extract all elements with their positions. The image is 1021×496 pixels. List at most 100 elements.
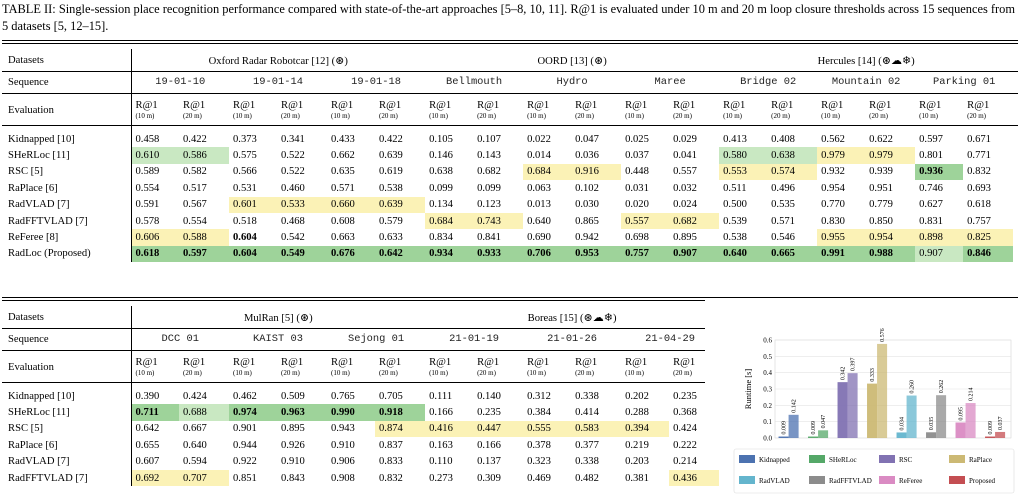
legend-label: RaPlace [969,456,992,464]
bar-value-label: 0.009 [782,421,788,435]
bar [837,382,848,438]
y-tick-label: 0.1 [763,418,772,426]
bar-value-label: 0.214 [969,388,975,402]
table-row: RadFFTVLAD [7] 0.692 0.707 0.851 0.843 0.908 0… [6,469,720,487]
threshold-label: (20 m) [771,111,790,120]
result-cell: 0.377 [575,439,599,451]
result-cell: 0.123 [477,199,501,211]
dataset-suffix: ) [309,312,313,324]
metric-label: R@1 [673,356,696,368]
dataset-suffix: ) [344,55,348,67]
result-cell: 0.014 [527,150,551,162]
result-cell: 0.509 [281,390,305,402]
legend-label: Kidnapped [759,456,790,464]
result-cell: 0.030 [575,199,599,211]
sequence-header: Sequence [6,328,132,350]
result-cell: 0.447 [473,420,524,438]
result-cell: 0.638 [429,166,453,178]
result-cell: 0.575 [233,150,257,162]
metric-label: R@1 [771,99,794,111]
result-cell: 0.757 [967,215,991,227]
sensor-icons: ⊛☁❄ [583,311,613,324]
result-cell: 0.422 [379,133,403,145]
result-cell: 0.468 [281,215,305,227]
result-cell: 0.834 [429,232,453,244]
result-cell: 0.991 [817,245,866,263]
table-rule [2,43,1018,44]
result-cell: 0.910 [331,439,355,451]
result-cell: 0.618 [967,199,991,211]
result-cell: 0.698 [625,232,649,244]
result-cell: 0.841 [477,232,501,244]
result-cell: 0.933 [473,245,524,263]
sequence-name: Maree [654,76,686,88]
result-cell: 0.414 [575,407,599,419]
result-cell: 0.665 [767,245,818,263]
metric-header: R@1 (10 m) [131,93,179,125]
result-cell: 0.832 [967,166,991,178]
sequence-name: Bellmouth [446,76,503,88]
method-name: ReFeree [8] [6,229,132,246]
threshold-label: (20 m) [477,111,496,120]
result-cell: 0.542 [281,232,305,244]
metric-label: R@1 [183,99,206,111]
threshold-label: (20 m) [183,368,202,377]
threshold-label: (10 m) [723,111,742,120]
threshold-label: (20 m) [281,368,300,377]
y-tick-label: 0.3 [763,386,772,394]
metric-header: R@1 (10 m) [131,350,179,382]
result-cell: 0.312 [527,390,551,402]
result-cell: 0.633 [379,232,403,244]
method-name: RadVLAD [7] [6,453,132,470]
result-cell: 0.934 [425,245,474,263]
result-cell: 0.619 [379,166,403,178]
metric-header: R@1 (20 m) [473,93,523,125]
bar [926,432,937,438]
result-cell: 0.684 [425,212,474,230]
result-cell: 0.640 [719,245,768,263]
result-cell: 0.850 [869,215,893,227]
result-cell: 0.574 [767,163,818,181]
result-cell: 0.939 [869,166,893,178]
result-cell: 0.111 [429,390,453,402]
bar [906,395,917,438]
metric-header: R@1 (10 m) [817,93,865,125]
table-row: RadVLAD [7] 0.607 0.594 0.922 0.910 0.906 0.83… [6,453,719,470]
result-cell: 0.037 [625,150,649,162]
metric-header: R@1 (10 m) [327,350,375,382]
legend-label: ReFeree [899,477,922,485]
metric-header: R@1 (20 m) [669,93,719,125]
legend-swatch [879,455,895,463]
metric-header: R@1 (20 m) [473,350,523,382]
table-row: RaPlace [6] 0.655 0.640 0.944 0.926 0.910 0.83… [6,437,719,454]
result-cell: 0.898 [915,229,964,246]
result-cell: 0.711 [131,404,179,421]
result-cell: 0.022 [527,133,551,145]
result-cell: 0.979 [865,147,916,164]
sensor-icons: ⊛ [335,54,345,67]
result-cell: 0.384 [527,407,551,419]
table-bottom: Datasets MulRan [5] (⊛) Boreas [15] (⊛☁❄) S… [6,306,720,487]
sequence-name: 19-01-10 [155,76,206,88]
method-name: RadLoc (Proposed) [6,245,132,263]
runtime-chart: 0.0 0.1 0.2 0.3 0.4 0.5 0.6 Runtime [s] 0.009 0.1… [733,328,1015,494]
dataset-name: Boreas [15] ( [527,312,584,324]
result-cell: 0.707 [179,469,229,487]
result-cell: 0.416 [425,420,474,438]
result-cell: 0.746 [919,182,943,194]
result-cell: 0.517 [183,182,207,194]
result-cell: 0.908 [331,472,355,484]
result-cell: 0.554 [135,182,160,194]
result-cell: 0.522 [281,150,305,162]
result-cell: 0.024 [673,199,697,211]
sensor-icons: ⊛ [593,54,604,67]
sequence-name: 21-01-26 [547,333,597,345]
result-cell: 0.951 [869,182,893,194]
result-cell: 0.566 [233,166,257,178]
result-cell: 0.214 [673,456,697,468]
result-cell: 0.099 [477,182,501,194]
result-cell: 0.166 [477,439,501,451]
metric-header: R@1 (10 m) [621,350,669,382]
result-cell: 0.041 [673,150,697,162]
threshold-label: (20 m) [673,111,692,120]
